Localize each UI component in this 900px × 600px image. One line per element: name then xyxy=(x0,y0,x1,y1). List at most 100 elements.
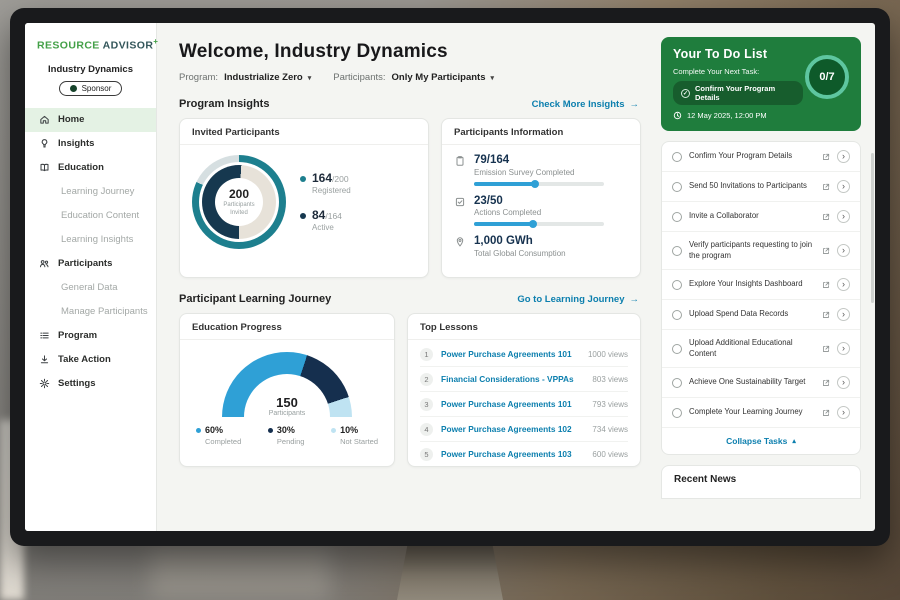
chevron-right-icon[interactable]: › xyxy=(837,342,850,356)
active-total: /164 xyxy=(325,211,342,221)
external-link-icon[interactable] xyxy=(822,213,830,221)
sidebar-item-program[interactable]: Program xyxy=(25,324,156,348)
learning-journey-cards: Education Progress 150 Participants xyxy=(179,313,641,467)
chevron-right-icon[interactable]: › xyxy=(837,210,850,223)
registered-label: Registered xyxy=(312,186,351,195)
task-checkbox[interactable] xyxy=(672,181,682,192)
section-title: Program Insights xyxy=(179,98,270,110)
todo-task-row[interactable]: Confirm Your Program Details › xyxy=(662,142,860,172)
pending-value: 30% xyxy=(276,425,295,435)
todo-task-row[interactable]: Achieve One Sustainability Target › xyxy=(662,368,860,399)
lesson-link[interactable]: Power Purchase Agreements 102 xyxy=(441,424,572,434)
sidebar-item-manage-participants[interactable]: Manage Participants xyxy=(25,300,156,324)
chevron-right-icon[interactable]: › xyxy=(837,376,850,390)
education-gauge-chart: 150 Participants xyxy=(222,352,352,417)
task-label: Upload Spend Data Records xyxy=(689,309,789,319)
chevron-right-icon[interactable]: › xyxy=(837,150,850,163)
program-insights-section-header: Program Insights Check More Insights → xyxy=(179,98,639,110)
completed-label: Completed xyxy=(205,436,242,446)
task-checkbox[interactable] xyxy=(672,245,682,256)
pin-icon xyxy=(454,236,466,248)
lesson-link[interactable]: Power Purchase Agreements 101 xyxy=(441,349,572,359)
emission-survey-progressbar xyxy=(474,179,604,188)
task-checkbox[interactable] xyxy=(672,309,682,320)
chevron-right-icon[interactable]: › xyxy=(837,406,850,420)
active-value: 84 xyxy=(312,208,326,222)
lesson-row[interactable]: 3 Power Purchase Agreements 101 793 view… xyxy=(420,392,628,417)
arrow-right-icon: → xyxy=(629,98,640,110)
task-checkbox[interactable] xyxy=(672,407,682,418)
task-checkbox[interactable] xyxy=(672,279,682,290)
actions-completed-progressbar xyxy=(474,220,604,229)
external-link-icon[interactable] xyxy=(822,183,830,191)
sidebar-item-settings[interactable]: Settings xyxy=(25,372,156,396)
emission-survey-value: 79/164 xyxy=(474,154,510,166)
check-more-insights-link[interactable]: Check More Insights → xyxy=(532,99,639,110)
sidebar-item-take-action[interactable]: Take Action xyxy=(25,348,156,372)
external-link-icon[interactable] xyxy=(822,311,830,319)
gauge-center-label: Participants xyxy=(268,410,306,417)
todo-progress-value: 0/7 xyxy=(819,71,835,83)
lesson-link[interactable]: Power Purchase Agreements 101 xyxy=(441,399,572,409)
participants-information-card: Participants Information 79/164 Emission… xyxy=(441,118,641,278)
lesson-views: 793 views xyxy=(592,399,628,409)
sidebar-item-education[interactable]: Education xyxy=(25,156,156,180)
sidebar-item-label: Manage Participants xyxy=(61,306,148,317)
top-lessons-card: Top Lessons 1 Power Purchase Agreements … xyxy=(407,313,641,467)
lesson-row[interactable]: 5 Power Purchase Agreements 103 600 view… xyxy=(420,442,628,466)
todo-task-row[interactable]: Explore Your Insights Dashboard › xyxy=(662,270,860,301)
gear-icon xyxy=(39,378,50,389)
todo-task-row[interactable]: Send 50 Invitations to Participants › xyxy=(662,172,860,202)
external-link-icon[interactable] xyxy=(822,153,830,161)
sidebar-item-label: Participants xyxy=(58,258,113,269)
todo-task-row[interactable]: Verify participants requesting to join t… xyxy=(662,232,860,271)
task-label: Confirm Your Program Details xyxy=(689,151,793,161)
not-started-label: Not Started xyxy=(340,436,378,446)
todo-task-row[interactable]: Invite a Collaborator › xyxy=(662,202,860,232)
task-checkbox[interactable] xyxy=(672,343,682,354)
collapse-tasks-button[interactable]: Collapse Tasks ▴ xyxy=(662,428,860,454)
participants-filter-dropdown[interactable]: Only My Participants ▾ xyxy=(392,72,495,83)
lesson-row[interactable]: 2 Financial Considerations - VPPAs 803 v… xyxy=(420,367,628,392)
go-to-learning-journey-link[interactable]: Go to Learning Journey → xyxy=(517,294,639,305)
sidebar-item-general-data[interactable]: General Data xyxy=(25,276,156,300)
external-link-icon[interactable] xyxy=(822,247,830,255)
lesson-row[interactable]: 1 Power Purchase Agreements 101 1000 vie… xyxy=(420,342,628,367)
sidebar-item-insights[interactable]: Insights xyxy=(25,132,156,156)
actions-completed-value: 23/50 xyxy=(474,194,503,207)
scrollbar[interactable] xyxy=(871,153,874,303)
external-link-icon[interactable] xyxy=(822,281,830,289)
task-checkbox[interactable] xyxy=(672,211,682,222)
chevron-right-icon[interactable]: › xyxy=(837,278,850,292)
todo-task-row[interactable]: Upload Spend Data Records › xyxy=(662,300,860,331)
datetime-label: 12 May 2025, 12:00 PM xyxy=(687,111,767,120)
lesson-link[interactable]: Power Purchase Agreements 103 xyxy=(441,449,572,459)
lesson-link[interactable]: Financial Considerations - VPPAs xyxy=(441,374,574,384)
not-started-value: 10% xyxy=(340,425,359,435)
program-filter-dropdown[interactable]: Industrialize Zero ▾ xyxy=(224,72,311,83)
participants-filter-value: Only My Participants xyxy=(391,72,486,83)
sidebar-item-participants[interactable]: Participants xyxy=(25,252,156,276)
task-checkbox[interactable] xyxy=(672,151,682,162)
external-link-icon[interactable] xyxy=(822,379,830,387)
sidebar-item-label: Take Action xyxy=(58,354,111,365)
card-title: Education Progress xyxy=(180,314,394,340)
sidebar-item-learning-journey[interactable]: Learning Journey xyxy=(25,180,156,204)
chevron-right-icon[interactable]: › xyxy=(837,244,850,258)
sidebar-item-education-content[interactable]: Education Content xyxy=(25,204,156,228)
task-checkbox[interactable] xyxy=(672,377,682,388)
next-task-pill[interactable]: ✓ Confirm Your Program Details xyxy=(673,81,803,105)
sidebar-item-home[interactable]: Home xyxy=(25,107,156,132)
external-link-icon[interactable] xyxy=(822,345,830,353)
sponsor-badge[interactable]: Sponsor xyxy=(58,80,123,96)
external-link-icon[interactable] xyxy=(822,409,830,417)
sidebar-item-learning-insights[interactable]: Learning Insights xyxy=(25,228,156,252)
card-title: Top Lessons xyxy=(408,314,640,340)
lesson-row[interactable]: 4 Power Purchase Agreements 102 734 view… xyxy=(420,417,628,442)
todo-task-row[interactable]: Upload Additional Educational Content › xyxy=(662,330,860,369)
todo-task-row[interactable]: Complete Your Learning Journey › xyxy=(662,398,860,429)
chevron-right-icon[interactable]: › xyxy=(837,180,850,193)
donut-center-label: Participants Invited xyxy=(223,202,255,216)
filters-bar: Program: Industrialize Zero ▾ Participan… xyxy=(179,72,641,83)
chevron-right-icon[interactable]: › xyxy=(837,308,850,322)
